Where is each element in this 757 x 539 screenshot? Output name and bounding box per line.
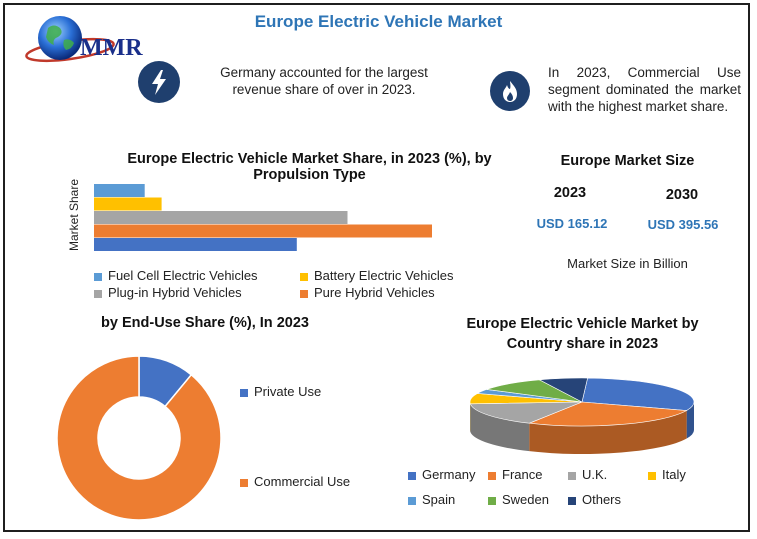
market-size-note: Market Size in Billion	[567, 256, 688, 271]
legend-item-uk: U.K.	[568, 467, 607, 482]
legend-item-pure-hybrid: Pure Hybrid Vehicles	[300, 285, 435, 300]
legend-item-sweden: Sweden	[488, 492, 549, 507]
legend-label: Private Use	[254, 384, 322, 399]
legend-item-germany: Germany	[408, 467, 475, 482]
pie3d-side-1	[529, 410, 687, 454]
bar-3	[94, 224, 432, 238]
legend-label: Italy	[662, 467, 686, 482]
legend-label: Pure Hybrid Vehicles	[314, 285, 435, 300]
legend-label: Plug-in Hybrid Vehicles	[108, 285, 242, 300]
end-use-donut-chart	[56, 355, 222, 521]
bar-0	[94, 184, 145, 197]
info-right-text: In 2023, Commercial Use segment dominate…	[548, 65, 741, 114]
legend-label: Battery Electric Vehicles	[314, 268, 454, 283]
pie3d-slice-6	[538, 377, 588, 403]
market-value-2023: USD 165.12	[536, 216, 608, 231]
legend-swatch	[300, 289, 308, 298]
legend-swatch	[408, 471, 416, 480]
country-chart-title: Europe Electric Vehicle Market by Countr…	[466, 316, 699, 352]
legend-item-france: France	[488, 467, 542, 482]
legend-swatch	[240, 388, 248, 397]
legend-item-others: Others	[568, 492, 621, 507]
bar-2	[94, 211, 348, 224]
legend-swatch	[648, 471, 656, 480]
legend-item-spain: Spain	[408, 492, 455, 507]
legend-swatch	[94, 289, 102, 298]
pie3d-side-0	[686, 402, 694, 439]
bar-chart-title: Europe Electric Vehicle Market Share, in…	[127, 151, 492, 183]
legend-item-plug-in: Plug-in Hybrid Vehicles	[94, 285, 242, 300]
legend-swatch	[488, 471, 496, 480]
pie3d-slice-2	[469, 401, 583, 424]
bar-4	[94, 238, 297, 251]
legend-label: Spain	[422, 492, 456, 507]
pie3d-slice-0	[581, 377, 695, 411]
pie3d-slice-1	[529, 401, 688, 427]
legend-label: Germany	[422, 467, 476, 482]
legend-swatch	[408, 496, 416, 505]
propulsion-bar-chart	[94, 184, 432, 251]
legend-swatch	[240, 478, 248, 487]
country-3d-pie-chart	[469, 377, 695, 454]
market-year-2023: 2023	[553, 185, 587, 201]
legend-label: Commercial Use	[254, 474, 351, 489]
bar-chart-ylabel: Market Share	[67, 178, 81, 252]
legend-swatch	[568, 496, 576, 505]
legend-label: U.K.	[582, 467, 608, 482]
donut-chart-title: by End-Use Share (%), In 2023	[101, 315, 309, 331]
legend-label: Others	[582, 492, 622, 507]
market-value-2030: USD 395.56	[647, 217, 719, 232]
page-frame	[3, 3, 750, 532]
logo-text: MMR	[80, 35, 143, 61]
legend-item-private-use: Private Use	[240, 384, 321, 399]
lightning-icon	[138, 61, 180, 103]
legend-item-commercial-use: Commercial Use	[240, 474, 350, 489]
legend-item-fuel-cell: Fuel Cell Electric Vehicles	[94, 268, 258, 283]
flame-icon	[490, 71, 530, 111]
info-left-text: Germany accounted for the largest revenu…	[220, 65, 428, 97]
legend-swatch	[488, 496, 496, 505]
legend-item-italy: Italy	[648, 467, 686, 482]
legend-swatch	[568, 471, 576, 480]
legend-swatch	[94, 272, 102, 281]
mmr-logo: MMR	[25, 16, 143, 63]
market-size-heading: Europe Market Size	[560, 153, 695, 169]
legend-item-battery: Battery Electric Vehicles	[300, 268, 453, 283]
market-year-2030: 2030	[665, 187, 699, 203]
page-title: Europe Electric Vehicle Market	[254, 12, 503, 31]
pie3d-side-2	[470, 403, 530, 452]
bar-1	[94, 197, 162, 211]
legend-label: Fuel Cell Electric Vehicles	[108, 268, 258, 283]
legend-label: Sweden	[502, 492, 549, 507]
legend-swatch	[300, 272, 308, 281]
legend-label: France	[502, 467, 543, 482]
donut-slice-1	[56, 355, 222, 521]
